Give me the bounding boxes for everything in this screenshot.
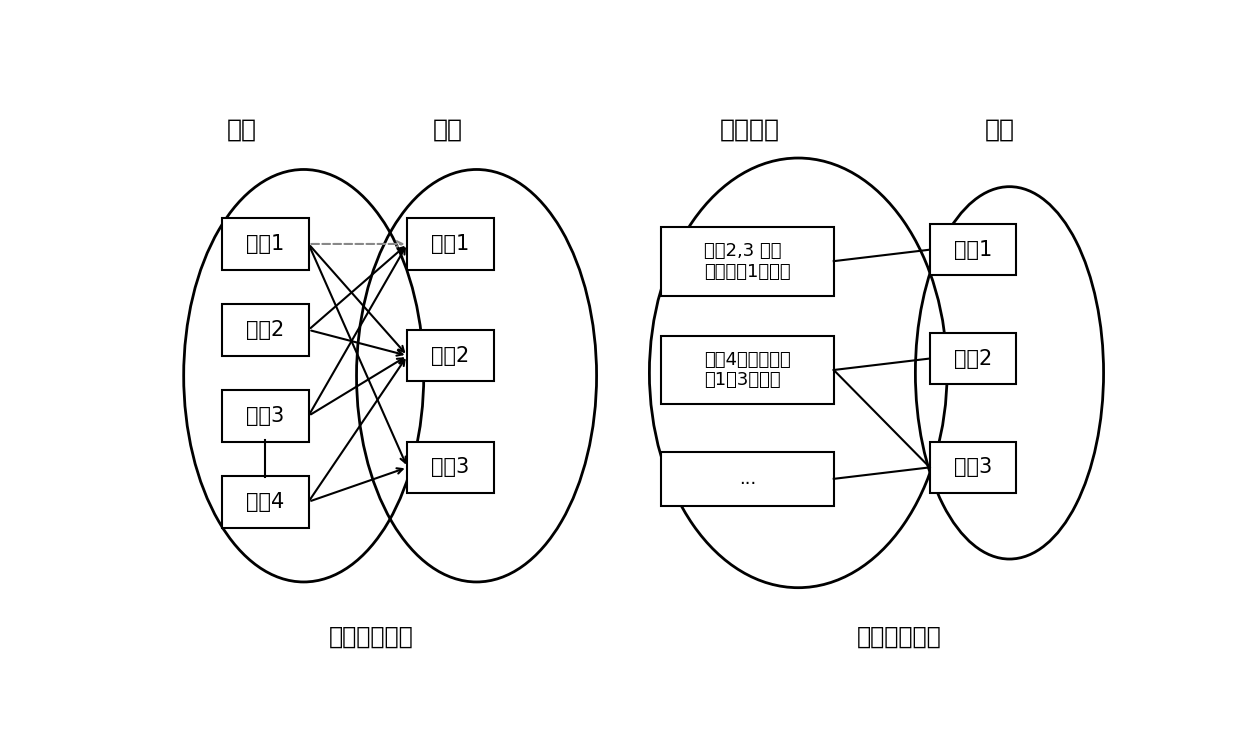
Text: 基站: 基站 xyxy=(227,118,256,141)
Text: 基站1: 基站1 xyxy=(247,234,285,254)
Text: 用户1: 用户1 xyxy=(431,234,470,254)
Bar xyxy=(408,218,494,270)
Text: ...: ... xyxy=(738,470,756,488)
Text: 用户3: 用户3 xyxy=(431,458,470,478)
Bar xyxy=(408,442,494,493)
Bar xyxy=(222,218,309,270)
Text: 用户2: 用户2 xyxy=(431,346,470,365)
Text: 用户1: 用户1 xyxy=(954,240,992,260)
Text: 基站4在上行，基
站1，3在下行: 基站4在上行，基 站1，3在下行 xyxy=(704,350,790,389)
Text: 用户3: 用户3 xyxy=(954,458,992,478)
Text: 多对一的匹配: 多对一的匹配 xyxy=(856,624,942,648)
Text: 基站3: 基站3 xyxy=(247,405,285,426)
Bar xyxy=(222,304,309,356)
Bar xyxy=(408,330,494,382)
Text: 基站2,3 在上
行，基站1在下行: 基站2,3 在上 行，基站1在下行 xyxy=(704,242,790,280)
Text: 多对多的匹配: 多对多的匹配 xyxy=(328,624,414,648)
Bar xyxy=(660,336,834,405)
Bar xyxy=(660,227,834,295)
Bar xyxy=(222,476,309,527)
Text: 用户2: 用户2 xyxy=(954,348,992,368)
Bar xyxy=(222,390,309,442)
Text: 用户: 用户 xyxy=(985,118,1015,141)
Bar xyxy=(929,333,1016,385)
Text: 基站4: 基站4 xyxy=(247,492,285,512)
Text: 基站2: 基站2 xyxy=(247,320,285,340)
Bar xyxy=(929,442,1016,493)
Bar xyxy=(929,224,1016,275)
Bar xyxy=(660,452,834,506)
Text: 用户: 用户 xyxy=(432,118,462,141)
Text: 基站代理: 基站代理 xyxy=(720,118,781,141)
